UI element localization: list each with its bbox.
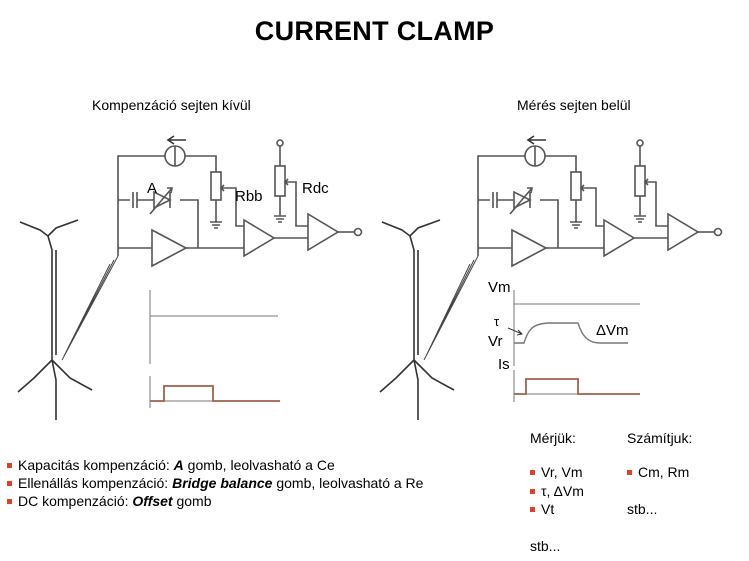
label-is: Is [498, 356, 510, 373]
label-rbb: Rbb [235, 188, 263, 205]
arrow-left-icon [166, 135, 186, 145]
bullet-marker [530, 470, 535, 475]
calculated-heading: Számítjuk: [627, 430, 693, 446]
is-graph-axes [513, 370, 640, 402]
list-item: Kapacitás kompenzáció: A gomb, leolvasha… [7, 457, 335, 474]
bullet-marker [530, 507, 535, 512]
output-terminal [353, 227, 363, 237]
label-vr: Vr [488, 333, 503, 350]
vm-trace [514, 322, 628, 344]
list-item: τ, ΔVm [530, 483, 584, 500]
page-title: CURRENT CLAMP [254, 16, 495, 46]
amplifier-2 [243, 218, 276, 258]
label-delta-vm: ΔVm [596, 322, 629, 339]
amplifier-1 [151, 228, 188, 268]
measured-footer: stb... [530, 538, 561, 554]
neuron-cell-right [379, 219, 455, 420]
left-graph-axes-top [149, 290, 278, 364]
calculated-footer: stb... [627, 501, 658, 517]
measured-heading: Mérjük: [530, 430, 576, 446]
label-rdc: Rdc [302, 180, 329, 197]
is-trace [514, 378, 640, 395]
resistor-rbb [210, 171, 222, 201]
resistor-rdc [274, 165, 286, 197]
label-a: A [147, 180, 158, 197]
neuron-cell [17, 219, 93, 420]
bullet-marker [530, 489, 535, 494]
electrode-right [423, 255, 479, 361]
right-panel-subtitle: Mérés sejten belül [517, 97, 631, 113]
tau-pointer [507, 327, 524, 336]
list-item: DC kompenzáció: Offset gomb [7, 493, 212, 510]
left-graph-axes-bottom [149, 376, 280, 408]
left-circuit [17, 135, 363, 420]
list-item: Vr, Vm [530, 464, 583, 481]
vm-graph-axes [513, 290, 640, 366]
list-item: Cm, Rm [627, 464, 689, 481]
bullet-marker [7, 463, 12, 468]
list-item: Ellenállás kompenzáció: Bridge balance g… [7, 475, 423, 492]
left-panel-subtitle: Kompenzáció sejten kívül [92, 97, 251, 113]
electrode [61, 255, 119, 361]
bullet-marker [627, 470, 632, 475]
bullet-marker [7, 481, 12, 486]
right-circuit [379, 135, 723, 420]
amplifier-3 [307, 212, 340, 252]
left-graph-trace [150, 385, 280, 402]
label-vm: Vm [488, 279, 511, 296]
label-tau: τ [494, 314, 500, 329]
list-item: Vt [530, 501, 554, 518]
bullet-marker [7, 499, 12, 504]
